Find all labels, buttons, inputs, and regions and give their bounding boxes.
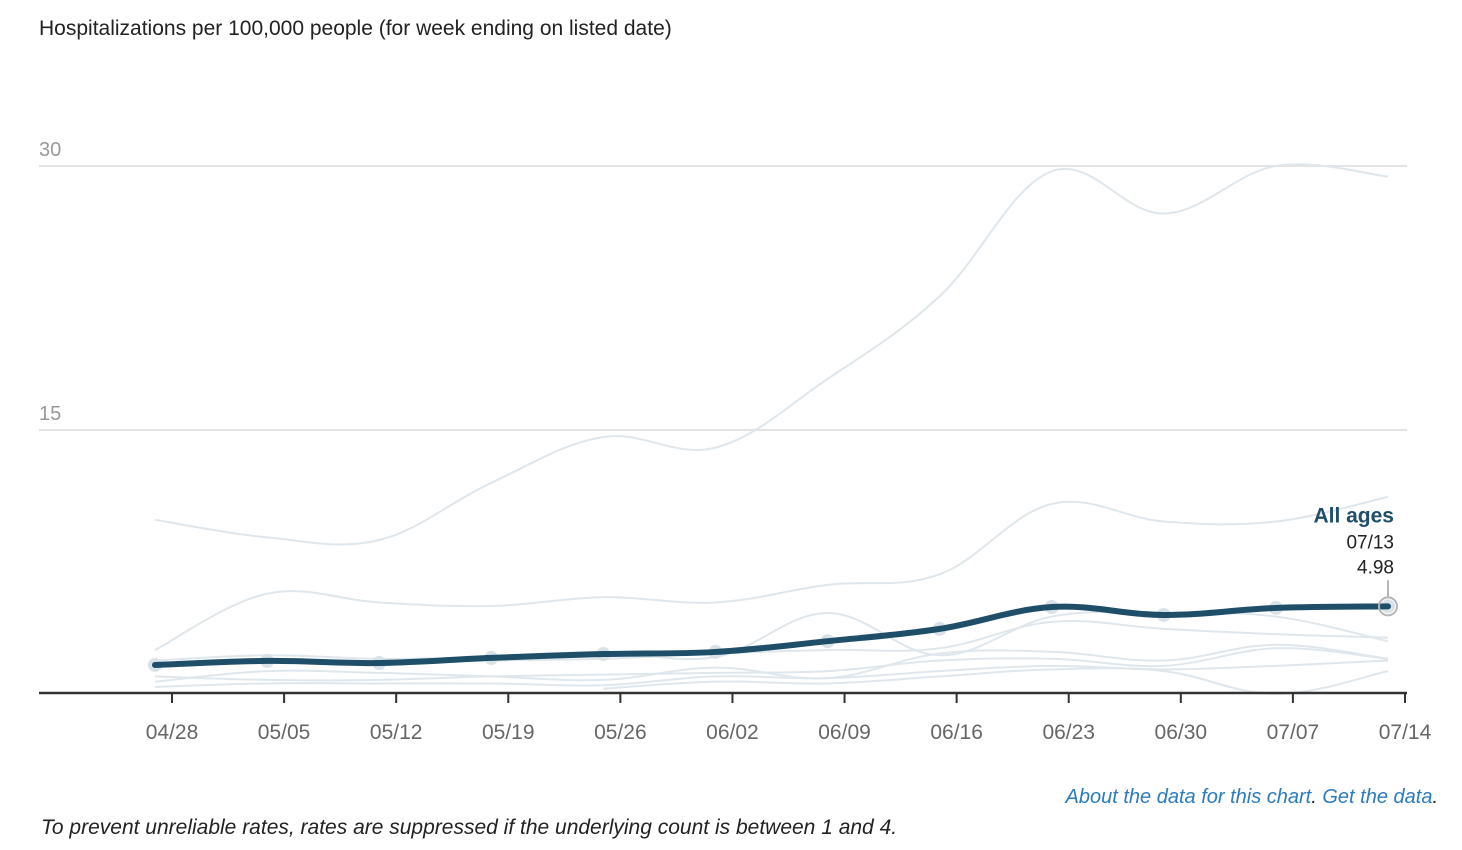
x-axis: 04/28 05/05 05/12 05/19 05/26 06/02 06/09 06/16… — [39, 691, 1432, 744]
series-line-age-group-b[interactable] — [154, 495, 1389, 651]
chart-title: Hospitalizations per 100,000 people (for… — [39, 17, 672, 40]
x-tick-label: 06/09 — [818, 721, 871, 744]
get-data-link[interactable]: Get the data — [1322, 786, 1433, 808]
annotation-date: 07/13 — [1346, 532, 1394, 553]
highlight-annotation: All ages 07/13 4.98 — [1313, 504, 1398, 617]
x-tick-label: 04/28 — [146, 721, 199, 744]
series-line-age-group-c[interactable] — [154, 610, 1389, 662]
x-tick-label: 06/02 — [706, 721, 759, 744]
y-tick-label: 15 — [39, 403, 61, 425]
highlight-marker — [1378, 596, 1398, 617]
annotation-series-name: All ages — [1313, 504, 1394, 527]
x-tick-label: 07/07 — [1267, 721, 1320, 744]
footer-end: . — [1432, 786, 1438, 808]
x-tick-label: 05/19 — [482, 721, 535, 744]
highlighted-series-group — [148, 599, 1395, 672]
series-line-age-group-e[interactable] — [154, 643, 1389, 683]
suppression-footnote: To prevent unreliable rates, rates are s… — [41, 816, 898, 839]
y-tick-label: 30 — [39, 139, 61, 161]
footer-links: About the data for this chart. Get the d… — [1066, 786, 1438, 809]
x-tick-label: 07/14 — [1379, 721, 1432, 744]
x-tick-label: 06/23 — [1042, 721, 1095, 744]
about-data-link[interactable]: About the data for this chart — [1065, 786, 1312, 808]
x-tick-label: 05/12 — [370, 721, 423, 744]
series-line-age-group-g[interactable] — [154, 659, 1389, 688]
series-line-age-group-f[interactable] — [154, 647, 1389, 682]
background-series-group — [154, 163, 1389, 696]
series-line-all-ages[interactable] — [152, 603, 1391, 668]
x-tick-label: 05/26 — [594, 721, 647, 744]
footer-separator: . — [1311, 786, 1323, 808]
series-line-age-group-a[interactable] — [154, 163, 1389, 546]
x-tick-label: 05/05 — [258, 721, 311, 744]
x-tick-label: 06/30 — [1155, 721, 1208, 744]
annotation-value: 4.98 — [1357, 557, 1394, 578]
x-tick-label: 06/16 — [930, 721, 983, 744]
